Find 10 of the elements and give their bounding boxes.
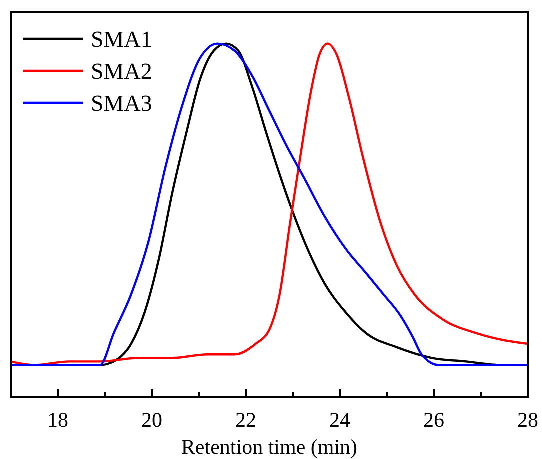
x-axis-title: Retention time (min) xyxy=(181,435,358,459)
legend-label: SMA2 xyxy=(91,59,152,84)
legend-label: SMA1 xyxy=(91,27,152,52)
x-tick-label: 20 xyxy=(142,408,162,432)
x-tick-label: 22 xyxy=(236,408,256,432)
legend-label: SMA3 xyxy=(91,91,152,116)
x-tick-label: 26 xyxy=(424,408,444,432)
x-tick-label: 28 xyxy=(518,408,538,432)
x-tick-label: 24 xyxy=(330,408,351,432)
x-tick-label: 18 xyxy=(48,408,68,432)
